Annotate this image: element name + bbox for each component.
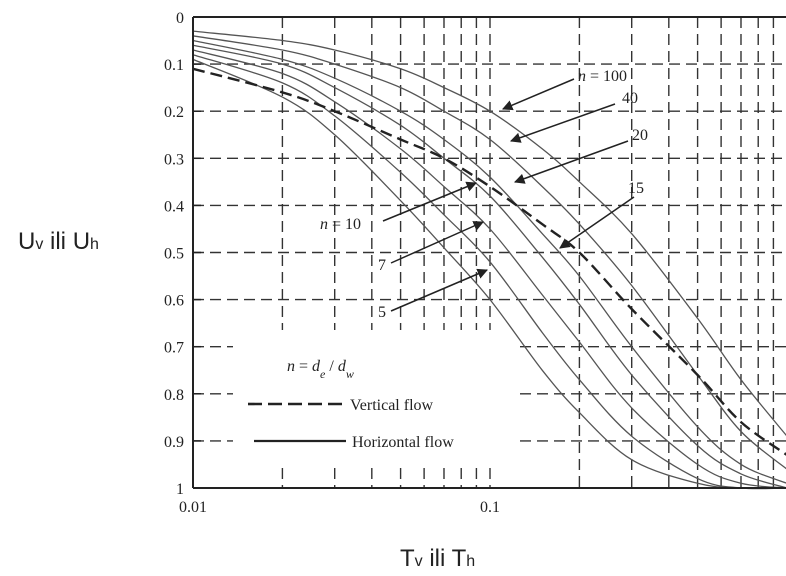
annotation-arrow bbox=[559, 196, 635, 249]
legend-label-horizontal: Horizontal flow bbox=[352, 434, 454, 451]
series-line-2 bbox=[192, 39, 786, 484]
annotation-arrow bbox=[502, 78, 575, 111]
y-tick-label: 0.8 bbox=[164, 387, 184, 404]
annotation-label: 40 bbox=[622, 90, 638, 107]
y-tick-label: 1 bbox=[176, 481, 184, 498]
annotation-arrow bbox=[514, 140, 629, 184]
x-axis-title: Tv ili Th bbox=[400, 545, 475, 572]
series-line-7 bbox=[192, 67, 786, 456]
annotation-label: n = 100 bbox=[578, 68, 627, 85]
legend-formula: n = de / dw bbox=[287, 358, 354, 381]
y-tick-label: 0.2 bbox=[164, 104, 184, 121]
annotation-label: 5 bbox=[378, 304, 386, 321]
annotation-arrow bbox=[390, 221, 484, 264]
y-axis-title: Uv ili Uh bbox=[18, 228, 99, 255]
series-line-4 bbox=[192, 49, 786, 489]
annotation-label: 7 bbox=[378, 257, 386, 274]
y-tick-label: 0.6 bbox=[164, 293, 184, 310]
y-tick-label: 0.4 bbox=[164, 198, 184, 215]
grid-layer bbox=[193, 17, 786, 488]
series-line-5 bbox=[192, 54, 786, 490]
y-tick-label: 0.1 bbox=[164, 57, 184, 74]
tick-label-layer: 0 0.1 0.2 0.3 0.4 0.5 0.6 0.7 0.8 0.9 10.01 0.1 bbox=[164, 10, 500, 516]
legend-label-vertical: Vertical flow bbox=[350, 397, 434, 414]
y-tick-label: 0 bbox=[176, 10, 184, 27]
x-tick-label: 0.01 bbox=[179, 499, 207, 516]
annotation-label: 15 bbox=[628, 180, 644, 197]
annotation-layer: n = 100 40 20 15 n = 10 7 5 bbox=[320, 68, 648, 321]
x-tick-label: 0.1 bbox=[480, 499, 500, 516]
y-tick-label: 0.3 bbox=[164, 151, 184, 168]
series-line-3 bbox=[192, 44, 786, 489]
annotation-label: 20 bbox=[632, 127, 648, 144]
y-tick-label: 0.7 bbox=[164, 340, 184, 357]
y-tick-label: 0.9 bbox=[164, 434, 184, 451]
y-tick-label: 0.5 bbox=[164, 246, 184, 263]
annotation-label: n = 10 bbox=[320, 216, 361, 233]
legend: n = de / dw Vertical flow Horizontal flow bbox=[248, 358, 454, 451]
annotation-arrow bbox=[382, 181, 477, 222]
series-line-6 bbox=[192, 58, 786, 490]
annotation-arrow bbox=[390, 268, 488, 312]
annotation-arrow bbox=[510, 103, 616, 143]
